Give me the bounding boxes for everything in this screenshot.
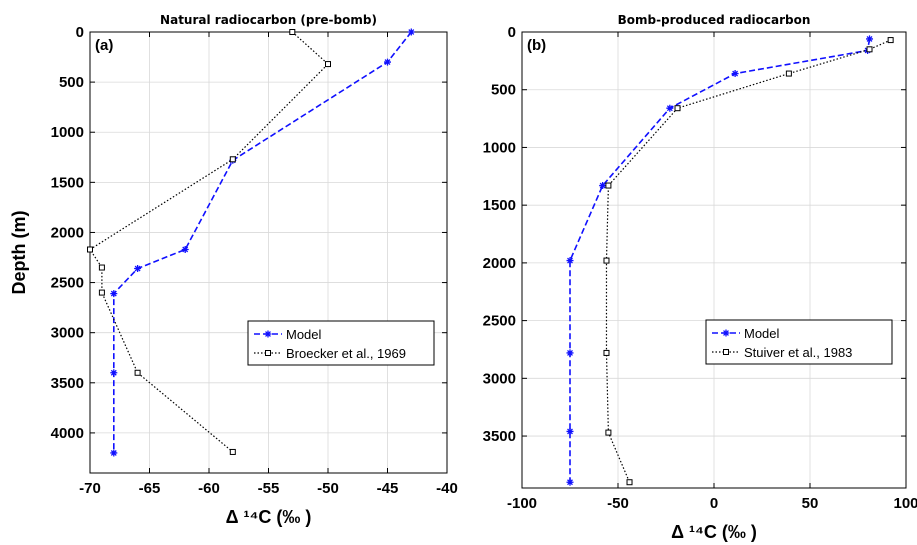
data-point bbox=[866, 35, 874, 43]
data-point bbox=[785, 70, 792, 77]
data-point bbox=[181, 245, 189, 253]
y-axis-label: Depth (m) bbox=[9, 211, 29, 295]
series-line bbox=[89, 31, 329, 453]
data-point bbox=[605, 429, 612, 436]
y-tick-label: 0 bbox=[508, 24, 516, 41]
data-point bbox=[866, 46, 873, 53]
data-point bbox=[603, 257, 610, 264]
x-tick-label: -40 bbox=[436, 480, 458, 497]
legend-marker bbox=[723, 349, 729, 355]
x-tick-label: 0 bbox=[710, 495, 718, 512]
x-tick-label: -65 bbox=[139, 480, 161, 497]
x-axis-label: Δ ¹⁴C (‰ ) bbox=[226, 507, 312, 527]
data-point bbox=[87, 246, 93, 253]
legend: Model Broecker et al., 1969 bbox=[247, 320, 435, 366]
data-point bbox=[134, 369, 141, 376]
y-tick-label: 2500 bbox=[51, 275, 84, 292]
legend-marker bbox=[722, 329, 730, 337]
legend: Model Stuiver et al., 1983 bbox=[705, 319, 893, 365]
data-point bbox=[229, 448, 236, 455]
x-tick-label: 50 bbox=[802, 495, 819, 512]
chart-title: Natural radiocarbon (pre-bomb) bbox=[160, 13, 377, 27]
x-tick-label: -50 bbox=[317, 480, 339, 497]
data-point bbox=[229, 156, 236, 163]
y-tick-label: 2000 bbox=[483, 255, 516, 272]
legend-entry: Model bbox=[286, 327, 322, 342]
panel-b: -100 -50 0 50 100050010001500200025003000350… bbox=[483, 13, 917, 542]
data-point bbox=[566, 349, 574, 357]
x-tick-label: -55 bbox=[258, 480, 280, 497]
data-point bbox=[566, 257, 574, 265]
y-tick-label: 500 bbox=[491, 82, 516, 99]
y-tick-label: 1000 bbox=[483, 139, 516, 156]
data-point bbox=[603, 349, 610, 356]
legend-box bbox=[705, 319, 893, 365]
y-tick-label: 3000 bbox=[483, 370, 516, 387]
data-point bbox=[407, 28, 415, 36]
data-point bbox=[887, 37, 894, 44]
panel-label: (a) bbox=[95, 37, 113, 54]
x-tick-label: -45 bbox=[377, 480, 399, 497]
y-tick-label: 0 bbox=[76, 24, 84, 41]
y-tick-label: 1500 bbox=[483, 197, 516, 214]
panel-label: (b) bbox=[527, 37, 546, 54]
y-tick-label: 1500 bbox=[51, 174, 84, 191]
legend-marker bbox=[265, 350, 271, 356]
series-line bbox=[113, 31, 412, 453]
x-tick-label: -100 bbox=[507, 495, 537, 512]
panel-a: -70 -65 -60 -55 -50 -45 -40 0 500 1000 1500 2000 250… bbox=[9, 13, 458, 527]
data-point bbox=[134, 265, 142, 273]
legend-entry: Broecker et al., 1969 bbox=[286, 346, 406, 361]
legend-marker bbox=[264, 330, 272, 338]
data-point bbox=[110, 290, 118, 298]
data-point bbox=[566, 427, 574, 435]
data-point bbox=[110, 449, 118, 457]
x-tick-label: 100 bbox=[893, 495, 917, 512]
y-tick-label: 2500 bbox=[483, 313, 516, 330]
data-point bbox=[566, 478, 574, 486]
legend-entry: Stuiver et al., 1983 bbox=[744, 345, 852, 360]
data-point bbox=[626, 479, 633, 486]
data-point bbox=[674, 105, 681, 112]
x-tick-label: -60 bbox=[198, 480, 220, 497]
data-point bbox=[98, 264, 105, 271]
data-point bbox=[605, 182, 612, 189]
chart-title: Bomb-produced radiocarbon bbox=[618, 13, 811, 27]
x-tick-label: -70 bbox=[79, 480, 101, 497]
series-line bbox=[569, 38, 871, 483]
data-point bbox=[325, 61, 331, 68]
data-point bbox=[666, 104, 674, 112]
y-tick-label: 4000 bbox=[51, 425, 84, 442]
y-tick-label: 3500 bbox=[483, 428, 516, 445]
legend-entry: Model bbox=[744, 326, 780, 341]
data-point bbox=[384, 58, 391, 66]
data-point bbox=[731, 70, 739, 78]
data-point bbox=[289, 29, 296, 35]
legend-box bbox=[247, 320, 435, 366]
data-point bbox=[110, 369, 118, 377]
x-tick-label: -50 bbox=[607, 495, 629, 512]
data-point bbox=[599, 182, 607, 190]
y-tick-label: 3500 bbox=[51, 375, 84, 392]
y-tick-label: 1000 bbox=[51, 124, 84, 141]
x-axis-label: Δ ¹⁴C (‰ ) bbox=[671, 522, 757, 542]
y-tick-label: 500 bbox=[59, 74, 84, 91]
y-tick-label: 2000 bbox=[51, 224, 84, 241]
y-tick-label: 3000 bbox=[51, 325, 84, 342]
data-point bbox=[98, 289, 105, 296]
